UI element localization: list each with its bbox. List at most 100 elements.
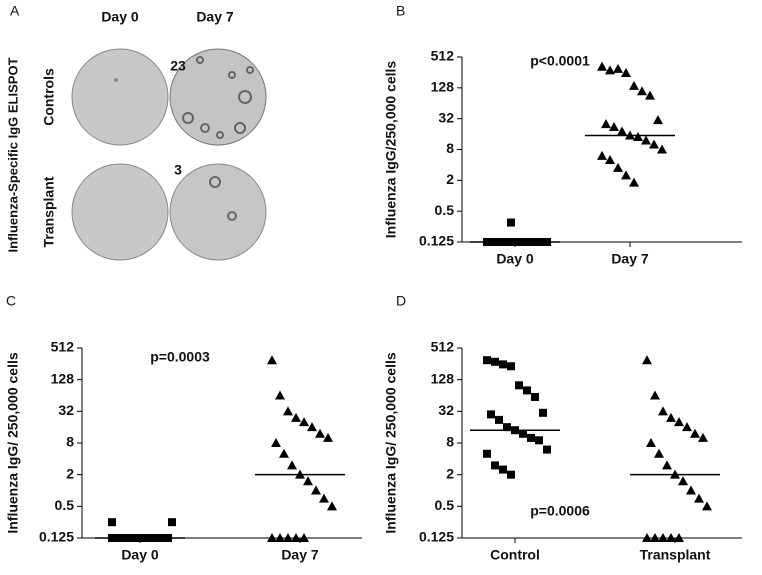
point [168,518,176,527]
y-tick-label: 8 [446,140,454,156]
point [279,448,289,458]
point [658,406,668,416]
point [698,432,708,442]
point [499,360,507,369]
panel-title: Influenza-Specific IgG ELISPOT [5,57,20,252]
point [275,533,285,542]
point [646,438,656,447]
y-tick-label: 0.5 [435,202,455,218]
point [642,533,652,542]
point [613,162,623,172]
point [323,432,333,442]
point [613,63,623,73]
point [662,460,672,470]
panel-letter: A [10,3,20,19]
y-tick-label: 512 [431,48,455,64]
y-tick-label: 8 [66,434,74,450]
point [287,460,297,470]
point [527,433,535,442]
point [629,177,639,187]
y-tick-label: 8 [446,434,454,450]
point [694,493,704,503]
row-label: Controls [41,68,57,126]
x-tick-label: Day 0 [121,547,159,563]
x-tick-label: Transplant [640,547,711,563]
y-tick-label: 0.5 [55,497,75,513]
y-tick-label: 128 [51,370,75,386]
point [539,408,547,417]
y-tick-label: 128 [431,370,455,386]
point [319,493,329,503]
point [641,135,651,145]
point [657,144,667,154]
point [666,412,676,422]
panel-letter: D [396,293,406,309]
panel-letter: B [396,3,405,19]
point [503,423,511,432]
point [327,501,337,511]
point [535,436,543,445]
point [621,67,631,77]
well [71,48,169,146]
point [487,410,495,419]
point [303,476,313,486]
y-tick-label: 0.125 [419,233,454,249]
y-tick-label: 2 [66,465,74,481]
point [666,533,676,542]
point [605,154,615,164]
point [499,465,507,474]
point [645,90,655,100]
point [507,470,515,479]
well [169,48,267,146]
point [702,501,712,511]
point [108,518,116,527]
well [169,163,267,261]
column-label: Day 7 [196,9,234,25]
point [291,412,301,422]
point [637,86,647,96]
point [617,126,627,136]
point [299,417,309,427]
annotation: p<0.0001 [530,53,590,69]
y-tick-label: 32 [58,402,74,418]
point [283,533,293,542]
point [642,355,652,365]
point [483,449,491,458]
y-tick-label: 32 [438,109,454,125]
y-tick-label: 0.5 [435,497,455,513]
point [315,428,325,438]
chart: B 0.125 0.5 2 8 32 128 512 Influenza IgG/250,000… [383,3,742,267]
x-tick-label: Day 7 [611,251,649,267]
point [267,355,277,365]
count-label: 3 [174,162,182,178]
point [629,80,639,90]
point [658,533,668,542]
y-tick-label: 32 [438,402,454,418]
y-tick-label: 512 [431,339,455,355]
panel-a: A Influenza-Specific IgG ELISPOT Control… [5,3,267,261]
point [523,386,531,395]
point [597,61,607,71]
point [507,218,515,227]
point [682,422,692,432]
annotation: p=0.0003 [150,349,210,365]
chart: C 0.125 0.5 2 8 32 128 512 Influenza IgG/ 250,00… [5,293,362,563]
point [495,415,503,424]
x-tick-label: Day 0 [496,251,534,267]
row-label: Transplant [41,176,57,247]
y-tick-label: 2 [446,465,454,481]
point [686,485,696,495]
point [690,428,700,438]
point [307,422,317,432]
x-tick-label: Day 7 [281,547,319,563]
point [601,119,611,129]
panel-letter: C [6,293,16,309]
point [605,65,615,75]
point [275,390,285,400]
point [678,476,688,486]
point [609,122,619,132]
column-label: Day 0 [101,9,139,25]
point [267,533,277,542]
point [491,461,499,470]
